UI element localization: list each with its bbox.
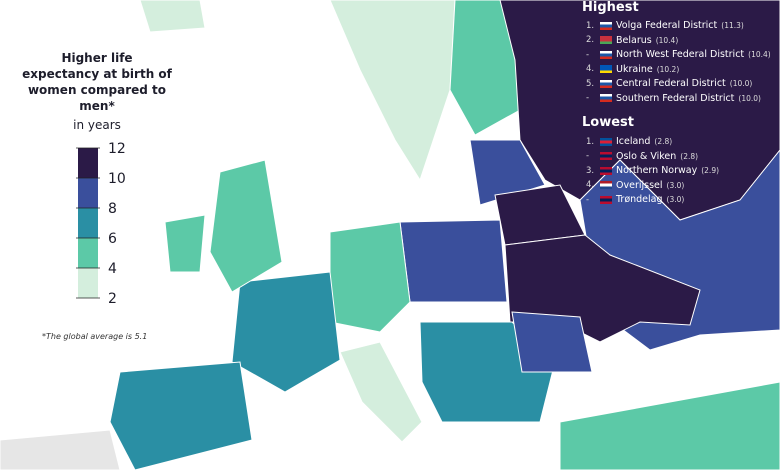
rank: 3. — [586, 165, 595, 176]
legend-tick-label: 8 — [108, 201, 117, 217]
list-row: 1. Volga Federal District (11.3) — [586, 20, 744, 31]
region-value: (3.0) — [666, 195, 685, 204]
list-row: - Southern Federal District (10.0) — [586, 93, 761, 104]
region-name: Volga Federal District — [616, 20, 718, 31]
rank: - — [586, 49, 590, 60]
region-name: Northern Norway — [616, 165, 698, 176]
region — [329, 221, 411, 333]
region — [399, 219, 508, 303]
region-value: (11.3) — [721, 21, 744, 30]
region — [339, 341, 423, 443]
region-value: (10.0) — [729, 79, 753, 88]
region — [0, 429, 121, 470]
region — [559, 381, 780, 470]
flag — [600, 36, 612, 44]
rank: - — [586, 151, 590, 161]
legend-swatch — [78, 148, 98, 178]
region-value: (3.0) — [666, 180, 685, 190]
legend-swatch — [78, 238, 98, 268]
rank: 4. — [586, 180, 595, 190]
rank: - — [586, 194, 590, 205]
region — [164, 214, 206, 273]
list-row: 3. Northern Norway (2.9) — [586, 165, 719, 176]
flag — [600, 152, 612, 160]
list-title: Lowest — [582, 115, 634, 130]
list-row: 4. Overijssel (3.0) — [586, 180, 684, 191]
rank: 4. — [586, 64, 595, 74]
region-value: (2.8) — [654, 137, 673, 146]
rank: 1. — [586, 136, 595, 147]
list-row: - Trøndelag (3.0) — [586, 194, 684, 205]
legend-swatch — [78, 178, 98, 208]
rank: 1. — [586, 20, 595, 31]
note: *The global average is 5.1 — [42, 332, 148, 341]
region-value: (10.0) — [738, 93, 761, 103]
list-row: - Oslo & Viken (2.8) — [586, 151, 698, 162]
legend-swatch — [78, 268, 98, 298]
legend-tick-label: 4 — [108, 261, 117, 277]
flag — [600, 137, 612, 146]
region-name: Belarus — [616, 34, 652, 46]
region — [469, 139, 546, 206]
region-name: Iceland — [616, 136, 651, 147]
region — [449, 0, 521, 136]
region — [511, 311, 593, 373]
rank: 2. — [586, 35, 595, 45]
flag — [600, 181, 612, 189]
region-name: Oslo & Viken — [616, 150, 677, 162]
flag — [600, 166, 612, 175]
list-title: Highest — [582, 0, 639, 15]
legend-tick-label: 6 — [108, 231, 117, 247]
flag — [600, 21, 612, 30]
region — [139, 0, 206, 33]
flag — [600, 195, 612, 204]
region-value: (10.4) — [748, 50, 771, 59]
list-row: 4. Ukraine (10.2) — [586, 64, 679, 75]
region — [329, 0, 456, 182]
legend-swatch — [78, 208, 98, 238]
legend-title: Higher life expectancy at birth of women… — [22, 51, 172, 113]
flag — [600, 79, 612, 88]
list-row: 1. Iceland (2.8) — [586, 136, 672, 147]
region-name: Trøndelag — [616, 194, 663, 205]
region-name: Southern Federal District — [616, 92, 735, 104]
flag — [600, 94, 612, 102]
legend-unit: in years — [73, 118, 121, 132]
region-value: (2.8) — [680, 151, 699, 161]
region-value: (10.4) — [655, 35, 679, 45]
flag — [600, 50, 612, 59]
region-value: (2.9) — [701, 166, 720, 175]
region — [109, 361, 253, 470]
list-row: - North West Federal District (10.4) — [586, 49, 771, 60]
region-name: Ukraine — [616, 63, 653, 75]
legend-tick-label: 12 — [108, 141, 126, 157]
region-name: Overijssel — [616, 179, 663, 191]
legend-tick-label: 10 — [108, 171, 126, 187]
list-row: 2. Belarus (10.4) — [586, 35, 678, 46]
region-name: Central Federal District — [616, 78, 726, 89]
list-row: 5. Central Federal District (10.0) — [586, 78, 752, 89]
region-value: (10.2) — [656, 64, 680, 74]
legend-tick-label: 2 — [108, 291, 117, 307]
region-name: North West Federal District — [616, 49, 745, 60]
legend-bar: 2 4 6 8 10 12 — [76, 141, 126, 307]
region — [231, 271, 341, 393]
rank: 5. — [586, 78, 595, 89]
region — [209, 159, 283, 293]
rank: - — [586, 93, 590, 103]
flag — [600, 65, 612, 73]
